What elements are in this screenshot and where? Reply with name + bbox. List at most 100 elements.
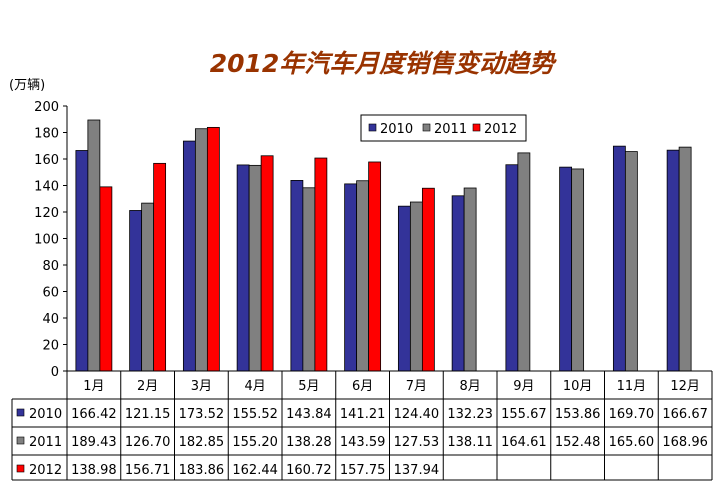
bar-2011-2: [141, 202, 155, 372]
y-tick-label: 20: [42, 339, 59, 354]
table-cell-2011-2: 126.70: [125, 435, 171, 450]
x-category-label: 8月: [459, 379, 480, 394]
table-cell-2011-10: 152.48: [555, 435, 601, 450]
table-cell-2012-1: 138.98: [71, 463, 117, 478]
table-cell-2011-8: 138.11: [447, 435, 493, 450]
bar-2012-1: [99, 186, 113, 372]
table-cell-2010-7: 124.40: [394, 407, 440, 422]
bar-2010-1: [75, 150, 89, 372]
bar-2011-12: [678, 146, 692, 372]
x-category-label: 6月: [352, 379, 373, 394]
legend-swatch-2011: [422, 123, 431, 132]
table-cell-2011-5: 138.28: [286, 435, 332, 450]
bar-2011-9: [517, 152, 531, 372]
table-cell-2011-3: 182.85: [179, 435, 225, 450]
table-cell-2011-6: 143.59: [340, 435, 386, 450]
x-category-label: 11月: [617, 379, 647, 394]
bar-2011-7: [409, 201, 423, 372]
x-category-label: 10月: [563, 379, 593, 394]
bar-2010-2: [129, 210, 143, 372]
y-tick-label: 40: [42, 312, 59, 327]
y-tick-label: 100: [34, 233, 59, 248]
table-cell-2012-3: 183.86: [179, 463, 225, 478]
legend-label-2012: 2012: [484, 122, 517, 137]
table-legend-swatch-2011: [16, 436, 25, 445]
table-legend-swatch-2010: [16, 408, 25, 417]
bar-2010-7: [397, 205, 411, 372]
table-cell-2010-5: 143.84: [286, 407, 332, 422]
bar-2011-10: [571, 168, 585, 372]
table-series-label-2011: 2011: [29, 435, 62, 450]
bar-2010-5: [290, 180, 304, 372]
y-tick-label: 120: [34, 206, 59, 221]
bar-2011-11: [624, 151, 638, 372]
x-category-label: 1月: [83, 379, 104, 394]
legend-swatch-2010: [368, 123, 377, 132]
table-cell-2011-11: 165.60: [609, 435, 655, 450]
legend-label-2010: 2010: [380, 122, 413, 137]
legend-box: [360, 114, 527, 142]
bar-2012-4: [260, 155, 274, 372]
x-category-label: 2月: [137, 379, 158, 394]
table-cell-2010-2: 121.15: [125, 407, 171, 422]
table-legend-swatch-2012: [16, 464, 25, 473]
legend: 2010 2011 2012: [360, 114, 527, 142]
table-cell-2010-9: 155.67: [501, 407, 547, 422]
y-tick-label: 60: [42, 286, 59, 301]
bar-2010-11: [612, 145, 626, 372]
table-cell-2012-4: 162.44: [232, 463, 278, 478]
bar-2012-3: [206, 126, 220, 372]
bar-2010-4: [236, 164, 250, 372]
table-cell-2010-3: 173.52: [179, 407, 225, 422]
x-category-label: 7月: [406, 379, 427, 394]
bar-2011-6: [356, 180, 370, 372]
table-series-label-2010: 2010: [29, 407, 62, 422]
table-cell-2012-2: 156.71: [125, 463, 171, 478]
data-table: 1月 2月 3月 4月 5月 6月 7月 8月 9月 10月 11月 12月 2010 166.42 121…: [11, 370, 713, 481]
table-cell-2010-8: 132.23: [447, 407, 493, 422]
bar-2012-5: [314, 157, 328, 372]
table-cell-2012-6: 157.75: [340, 463, 386, 478]
bar-2012-2: [153, 162, 167, 372]
bar-2010-8: [451, 195, 465, 372]
legend-swatch-2012: [472, 123, 481, 132]
table-series-label-2012: 2012: [29, 463, 62, 478]
chart-title: 2012年汽车月度销售变动趋势: [210, 49, 558, 78]
table-cell-2012-5: 160.72: [286, 463, 332, 478]
bar-2011-1: [87, 119, 101, 372]
x-category-label: 3月: [191, 379, 212, 394]
y-tick-label: 140: [34, 180, 59, 195]
x-category-label: 12月: [670, 379, 700, 394]
table-cell-2010-4: 155.52: [232, 407, 278, 422]
x-category-label: 9月: [513, 379, 534, 394]
table-cell-2010-1: 166.42: [71, 407, 117, 422]
bar-2010-12: [666, 149, 680, 372]
bar-2010-6: [344, 183, 358, 372]
y-tick-label: 80: [42, 259, 59, 274]
table-cell-2010-6: 141.21: [340, 407, 386, 422]
table-cell-2011-9: 164.61: [501, 435, 547, 450]
table-cell-2012-7: 137.94: [394, 463, 440, 478]
bar-2011-5: [302, 187, 316, 372]
table-cell-2011-1: 189.43: [71, 435, 117, 450]
legend-label-2011: 2011: [434, 122, 467, 137]
bar-2010-3: [182, 140, 196, 372]
y-tick-label: 180: [34, 127, 59, 142]
x-category-label: 5月: [298, 379, 319, 394]
y-tick-label: 0: [51, 365, 59, 380]
table-cell-2010-11: 169.70: [609, 407, 655, 422]
bars: [75, 119, 692, 372]
table-cell-2010-10: 153.86: [555, 407, 601, 422]
bar-2011-3: [194, 128, 208, 372]
x-category-label: 4月: [244, 379, 265, 394]
y-tick-label: 160: [34, 153, 59, 168]
table-cell-2011-12: 168.96: [662, 435, 708, 450]
table-cell-2010-12: 166.67: [662, 407, 708, 422]
bar-2010-10: [559, 166, 573, 372]
bar-2012-7: [421, 187, 435, 372]
table-cell-2011-4: 155.20: [232, 435, 278, 450]
y-axis: 0 20 40 60 80 100 120 140 160 180 200: [34, 100, 68, 380]
bar-2011-4: [248, 164, 262, 372]
